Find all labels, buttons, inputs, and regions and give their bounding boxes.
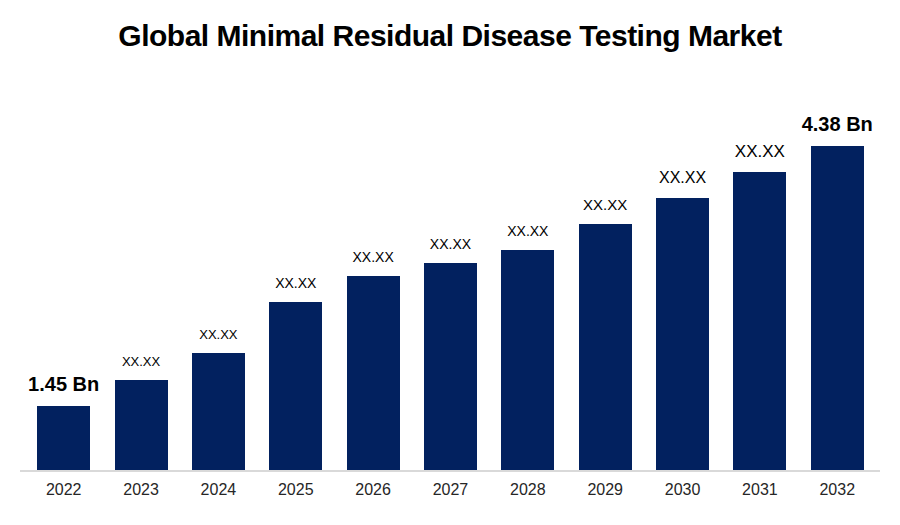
- x-tick-label: 2028: [489, 481, 566, 499]
- bar-column: XX.XX: [567, 100, 644, 470]
- bar-value-label: XX.XX: [430, 237, 471, 251]
- bar-column: XX.XX: [489, 100, 566, 470]
- bar: [192, 353, 245, 470]
- bar-column: 4.38 Bn: [799, 100, 876, 470]
- bar-value-label: 4.38 Bn: [802, 114, 873, 134]
- bar-column: XX.XX: [102, 100, 179, 470]
- bar: [579, 224, 632, 470]
- bar: [37, 406, 90, 470]
- bar-value-label: XX.XX: [275, 276, 316, 290]
- x-tick-label: 2027: [412, 481, 489, 499]
- bar-column: XX.XX: [180, 100, 257, 470]
- bar: [115, 380, 168, 470]
- bar: [347, 276, 400, 470]
- bar: [656, 198, 709, 470]
- chart-title: Global Minimal Residual Disease Testing …: [100, 14, 800, 58]
- bar: [811, 146, 864, 470]
- bar: [269, 302, 322, 470]
- bar-value-label: XX.XX: [352, 250, 393, 264]
- bar-value-label: XX.XX: [122, 355, 160, 368]
- x-tick-label: 2023: [102, 481, 179, 499]
- bar: [424, 263, 477, 470]
- x-tick-label: 2022: [25, 481, 102, 499]
- x-tick-label: 2024: [180, 481, 257, 499]
- x-tick-label: 2025: [257, 481, 334, 499]
- x-tick-label: 2030: [644, 481, 721, 499]
- x-tick-label: 2031: [721, 481, 798, 499]
- bar: [733, 172, 786, 470]
- bar-value-label: 1.45 Bn: [28, 374, 99, 394]
- x-tick-label: 2032: [799, 481, 876, 499]
- bar-value-label: XX.XX: [199, 328, 237, 341]
- bar-value-label: XX.XX: [659, 170, 706, 186]
- chart-page: Global Minimal Residual Disease Testing …: [0, 0, 900, 525]
- bar: [501, 250, 554, 470]
- bar-column: XX.XX: [257, 100, 334, 470]
- bar-column: XX.XX: [334, 100, 411, 470]
- bar-value-label: XX.XX: [583, 197, 627, 212]
- x-axis-tick-labels: 2022202320242025202620272028202920302031…: [25, 481, 876, 499]
- bar-column: XX.XX: [721, 100, 798, 470]
- bar-column: XX.XX: [644, 100, 721, 470]
- x-tick-label: 2026: [334, 481, 411, 499]
- x-axis-line: [20, 470, 880, 472]
- bar-value-label: XX.XX: [507, 224, 548, 238]
- x-tick-label: 2029: [567, 481, 644, 499]
- bar-column: 1.45 Bn: [25, 100, 102, 470]
- bar-value-label: XX.XX: [735, 143, 785, 160]
- bar-column: XX.XX: [412, 100, 489, 470]
- bar-chart-plot-area: 1.45 Bn XX.XX XX.XX XX.XX XX.XX XX.XX XX.XX XX.…: [25, 100, 876, 470]
